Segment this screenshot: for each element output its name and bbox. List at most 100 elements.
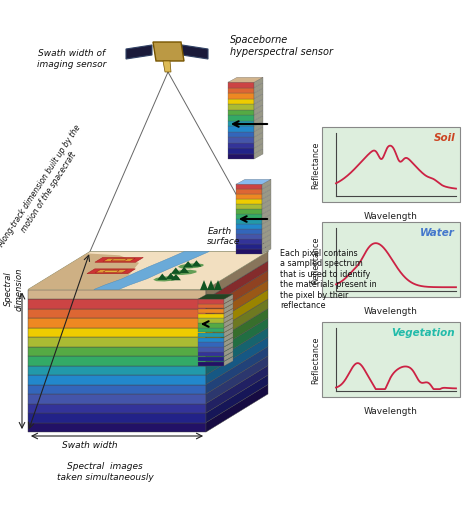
Polygon shape	[178, 263, 203, 268]
Polygon shape	[254, 116, 263, 126]
Polygon shape	[236, 240, 262, 244]
Polygon shape	[28, 403, 206, 413]
Polygon shape	[103, 270, 119, 272]
Text: Wavelength: Wavelength	[364, 212, 418, 221]
Polygon shape	[28, 251, 268, 289]
Polygon shape	[207, 280, 215, 290]
Polygon shape	[254, 111, 263, 120]
Polygon shape	[182, 45, 208, 59]
Polygon shape	[198, 328, 224, 333]
Polygon shape	[254, 127, 263, 137]
Polygon shape	[224, 323, 233, 333]
Polygon shape	[254, 83, 263, 93]
Polygon shape	[171, 274, 181, 280]
Polygon shape	[206, 356, 268, 403]
Polygon shape	[236, 199, 262, 204]
Polygon shape	[228, 94, 254, 99]
Polygon shape	[198, 294, 233, 299]
Text: Along-track dimension built up by the motion of the spacecraft: Along-track dimension built up by the mo…	[0, 123, 91, 255]
Polygon shape	[224, 299, 233, 308]
Polygon shape	[200, 280, 208, 290]
Polygon shape	[163, 61, 171, 72]
Text: Reflectance: Reflectance	[311, 236, 320, 284]
Polygon shape	[236, 219, 262, 224]
Polygon shape	[228, 88, 254, 93]
Polygon shape	[228, 82, 254, 87]
Polygon shape	[198, 318, 224, 323]
Polygon shape	[206, 318, 268, 365]
Polygon shape	[254, 105, 263, 115]
Polygon shape	[236, 244, 262, 249]
Polygon shape	[28, 327, 206, 337]
Polygon shape	[228, 132, 254, 137]
Polygon shape	[254, 121, 263, 132]
Polygon shape	[95, 258, 143, 262]
Polygon shape	[28, 365, 206, 375]
Polygon shape	[206, 299, 268, 346]
Polygon shape	[224, 314, 233, 323]
Polygon shape	[262, 189, 271, 199]
Polygon shape	[224, 308, 233, 318]
Polygon shape	[262, 219, 271, 229]
Polygon shape	[262, 214, 271, 224]
Polygon shape	[228, 121, 254, 126]
Polygon shape	[236, 249, 262, 254]
Polygon shape	[224, 333, 233, 342]
Polygon shape	[262, 209, 271, 219]
Text: Each pixel contains
a sampled spectrum
that is used to identify
the materials pr: Each pixel contains a sampled spectrum t…	[280, 249, 377, 310]
Polygon shape	[224, 337, 233, 347]
Polygon shape	[28, 346, 206, 356]
Polygon shape	[206, 337, 268, 384]
Polygon shape	[228, 149, 254, 154]
Polygon shape	[254, 99, 263, 109]
Polygon shape	[236, 229, 262, 234]
Polygon shape	[236, 185, 262, 189]
Polygon shape	[28, 413, 206, 423]
Polygon shape	[322, 322, 460, 397]
Text: Spectral
dimension: Spectral dimension	[4, 267, 24, 310]
Polygon shape	[262, 185, 271, 194]
Polygon shape	[262, 204, 271, 214]
Polygon shape	[254, 138, 263, 148]
Polygon shape	[262, 199, 271, 209]
Polygon shape	[179, 267, 189, 273]
Polygon shape	[94, 251, 209, 289]
Text: Spaceborne
hyperspectral sensor: Spaceborne hyperspectral sensor	[230, 35, 333, 57]
Polygon shape	[262, 179, 271, 189]
Polygon shape	[198, 309, 224, 313]
Polygon shape	[224, 304, 233, 313]
Polygon shape	[262, 244, 271, 254]
Polygon shape	[183, 261, 193, 267]
Polygon shape	[198, 357, 224, 361]
Text: Wavelength: Wavelength	[364, 307, 418, 316]
Polygon shape	[262, 194, 271, 204]
Polygon shape	[28, 394, 206, 403]
Polygon shape	[198, 352, 224, 356]
Polygon shape	[198, 361, 224, 366]
Polygon shape	[28, 423, 206, 432]
Text: Earth
surface: Earth surface	[207, 227, 241, 246]
Polygon shape	[206, 289, 268, 337]
Polygon shape	[262, 234, 271, 244]
Polygon shape	[28, 308, 206, 318]
Polygon shape	[262, 240, 271, 249]
Polygon shape	[165, 273, 176, 279]
Polygon shape	[322, 127, 460, 202]
Polygon shape	[224, 352, 233, 361]
Text: Vegetation: Vegetation	[392, 328, 455, 338]
Text: Soil: Soil	[433, 133, 455, 143]
Polygon shape	[228, 77, 263, 82]
Polygon shape	[236, 204, 262, 209]
Polygon shape	[206, 375, 268, 423]
Polygon shape	[95, 270, 128, 273]
Text: Swath width: Swath width	[62, 442, 118, 450]
Polygon shape	[228, 110, 254, 115]
Polygon shape	[28, 253, 139, 289]
Text: Wavelength: Wavelength	[364, 407, 418, 416]
Polygon shape	[214, 280, 222, 290]
Polygon shape	[28, 356, 206, 365]
Polygon shape	[206, 280, 268, 327]
Polygon shape	[28, 384, 206, 394]
Polygon shape	[228, 137, 254, 142]
Polygon shape	[206, 308, 268, 356]
